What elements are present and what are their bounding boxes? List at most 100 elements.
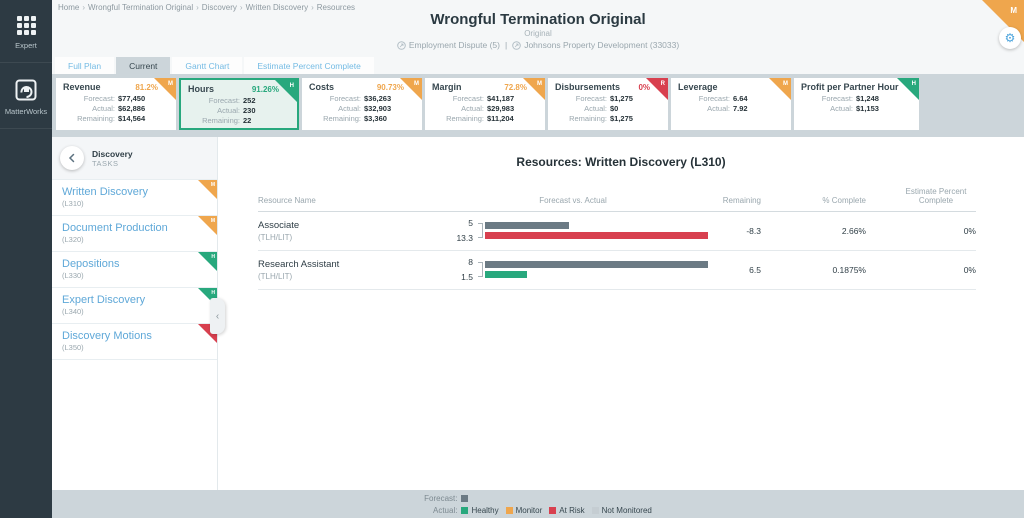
kpi-card-margin[interactable]: Margin 72.8% Forecast:$41,187 Actual:$29… [425,78,545,130]
col-header-forecast-vs-actual: Forecast vs. Actual [438,196,708,205]
status-letter: M [168,81,173,87]
content-column: Home›Wrongful Termination Original›Disco… [52,0,1024,518]
panel-collapse-handle[interactable]: ‹ [210,298,225,334]
table-row[interactable]: Associate (TLH/LIT) 5 13.3 [258,212,976,251]
kpi-row-label: Remaining: [432,114,484,123]
legend-item-at-risk: At Risk [549,506,584,515]
kpi-row-label: Actual: [801,104,853,113]
kpi-card-revenue[interactable]: Revenue 81.2% Forecast:$77,450 Actual:$6… [56,78,176,130]
legend-label: At Risk [559,506,584,515]
resource-code: (TLH/LIT) [258,272,438,281]
remaining-value: 6.5 [708,265,761,275]
task-item-depositions[interactable]: Depositions (L330) H [52,251,217,287]
breadcrumb-matter[interactable]: Wrongful Termination Original [88,3,193,12]
kpi-title: Hours [188,84,214,94]
kpi-row-value: 22 [243,116,290,125]
back-button[interactable] [60,146,84,170]
kpi-row-label: Actual: [432,104,484,113]
rail-item-label: Expert [15,41,37,50]
kpi-percent: 90.73% [377,83,404,92]
kpi-card-costs[interactable]: Costs 90.73% Forecast:$36,263 Actual:$32… [302,78,422,130]
kpi-row-label: Forecast: [188,96,240,105]
resources-table: Resource Name Forecast vs. Actual Remain… [258,187,976,290]
breadcrumb-written-discovery[interactable]: Written Discovery [246,3,309,12]
tab-full-plan[interactable]: Full Plan [55,57,114,74]
estimate-pct-complete-value: 0% [866,226,976,236]
monitor-swatch [506,507,513,514]
status-letter: M [211,218,215,224]
remaining-value: -8.3 [708,226,761,236]
kpi-row-label: Actual: [678,104,730,113]
matter-link-client[interactable]: Johnsons Property Development (33033) [512,40,679,50]
kpi-row-value: 7.92 [733,104,784,113]
external-link-icon [397,41,406,50]
breadcrumb: Home›Wrongful Termination Original›Disco… [58,3,355,12]
kpi-row-label: Actual: [63,104,115,113]
col-header-resource-name: Resource Name [258,196,438,205]
tasks-group-subtitle: TASKS [92,159,133,168]
matter-link-label: Johnsons Property Development (33033) [524,40,679,50]
kpi-row-value: $29,983 [487,104,538,113]
status-letter: M [211,182,215,188]
kpi-card-hours[interactable]: Hours 91.26% Forecast:252 Actual:230 Rem… [179,78,299,130]
app-root: Expert MatterWorks Home › Wrongful Termina… [0,0,1024,518]
rail-item-label: MatterWorks [5,107,47,116]
legend-item-not-monitored: Not Monitored [592,506,652,515]
rail-item-matterworks[interactable]: MatterWorks [0,63,52,128]
kpi-row-value: $62,886 [118,104,169,113]
legend-label: Monitor [516,506,543,515]
kpi-title: Revenue [63,82,101,92]
actual-bar [485,232,708,239]
kpi-card-leverage[interactable]: Leverage Forecast:6.64 Actual:7.92 M [671,78,791,130]
task-code: (L340) [62,307,207,316]
matterworks-logo-icon [15,79,37,101]
kpi-row-value: $3,360 [364,114,415,123]
breadcrumb-discovery[interactable]: Discovery [202,3,237,12]
task-code: (L350) [62,343,207,352]
tab-estimate-percent-complete[interactable]: Estimate Percent Complete [244,57,373,74]
task-item-discovery-motions[interactable]: Discovery Motions (L350) R [52,323,217,360]
kpi-row-value: $11,204 [487,114,538,123]
status-letter: H [211,290,215,296]
not-monitored-swatch [592,507,599,514]
tab-current[interactable]: Current [116,57,170,74]
chevron-left-icon: ‹ [216,311,219,322]
kpi-row-label: Actual: [555,104,607,113]
breadcrumb-home[interactable]: Home [58,3,79,12]
task-item-expert-discovery[interactable]: Expert Discovery (L340) H [52,287,217,323]
chevron-left-icon [66,152,78,164]
breadcrumb-separator: › [240,3,243,12]
tasks-group-title: Discovery [92,149,133,159]
kpi-title: Leverage [678,82,718,92]
task-code: (L330) [62,271,207,280]
rail-item-expert[interactable]: Expert [0,0,52,62]
kpi-row-label: Forecast: [309,94,361,103]
settings-gear-button[interactable]: ⚙ [999,27,1021,49]
tab-gantt-chart[interactable]: Gantt Chart [172,57,242,74]
at-risk-swatch [549,507,556,514]
kpi-row-value: $41,187 [487,94,538,103]
kpi-row-label: Remaining: [555,114,607,123]
kpi-row-label: Remaining: [188,116,240,125]
kpi-title: Disbursements [555,82,620,92]
table-row[interactable]: Research Assistant (TLH/LIT) 8 1.5 [258,251,976,290]
task-name: Depositions [62,258,207,270]
status-letter: M [537,81,542,87]
tasks-panel: Discovery TASKS Written Discovery (L310)… [52,137,218,490]
kpi-card-profit-per-partner-hour[interactable]: Profit per Partner Hour Forecast:$1,248 … [794,78,919,130]
kpi-percent: 0% [638,83,650,92]
forecast-bar [485,222,569,229]
kpi-row-value: 6.64 [733,94,784,103]
kpi-row-label: Forecast: [555,94,607,103]
forecast-swatch [461,495,468,502]
resource-name: Research Assistant [258,259,438,270]
kpi-row-value: $32,903 [364,104,415,113]
kpi-card-disbursements[interactable]: Disbursements 0% Forecast:$1,275 Actual:… [548,78,668,130]
breadcrumb-resources[interactable]: Resources [317,3,355,12]
matter-link-employment-dispute[interactable]: Employment Dispute (5) [397,40,500,50]
task-item-written-discovery[interactable]: Written Discovery (L310) M [52,179,217,215]
task-item-document-production[interactable]: Document Production (L320) M [52,215,217,251]
task-code: (L320) [62,235,207,244]
status-letter: R [661,81,665,87]
task-name: Document Production [62,222,207,234]
